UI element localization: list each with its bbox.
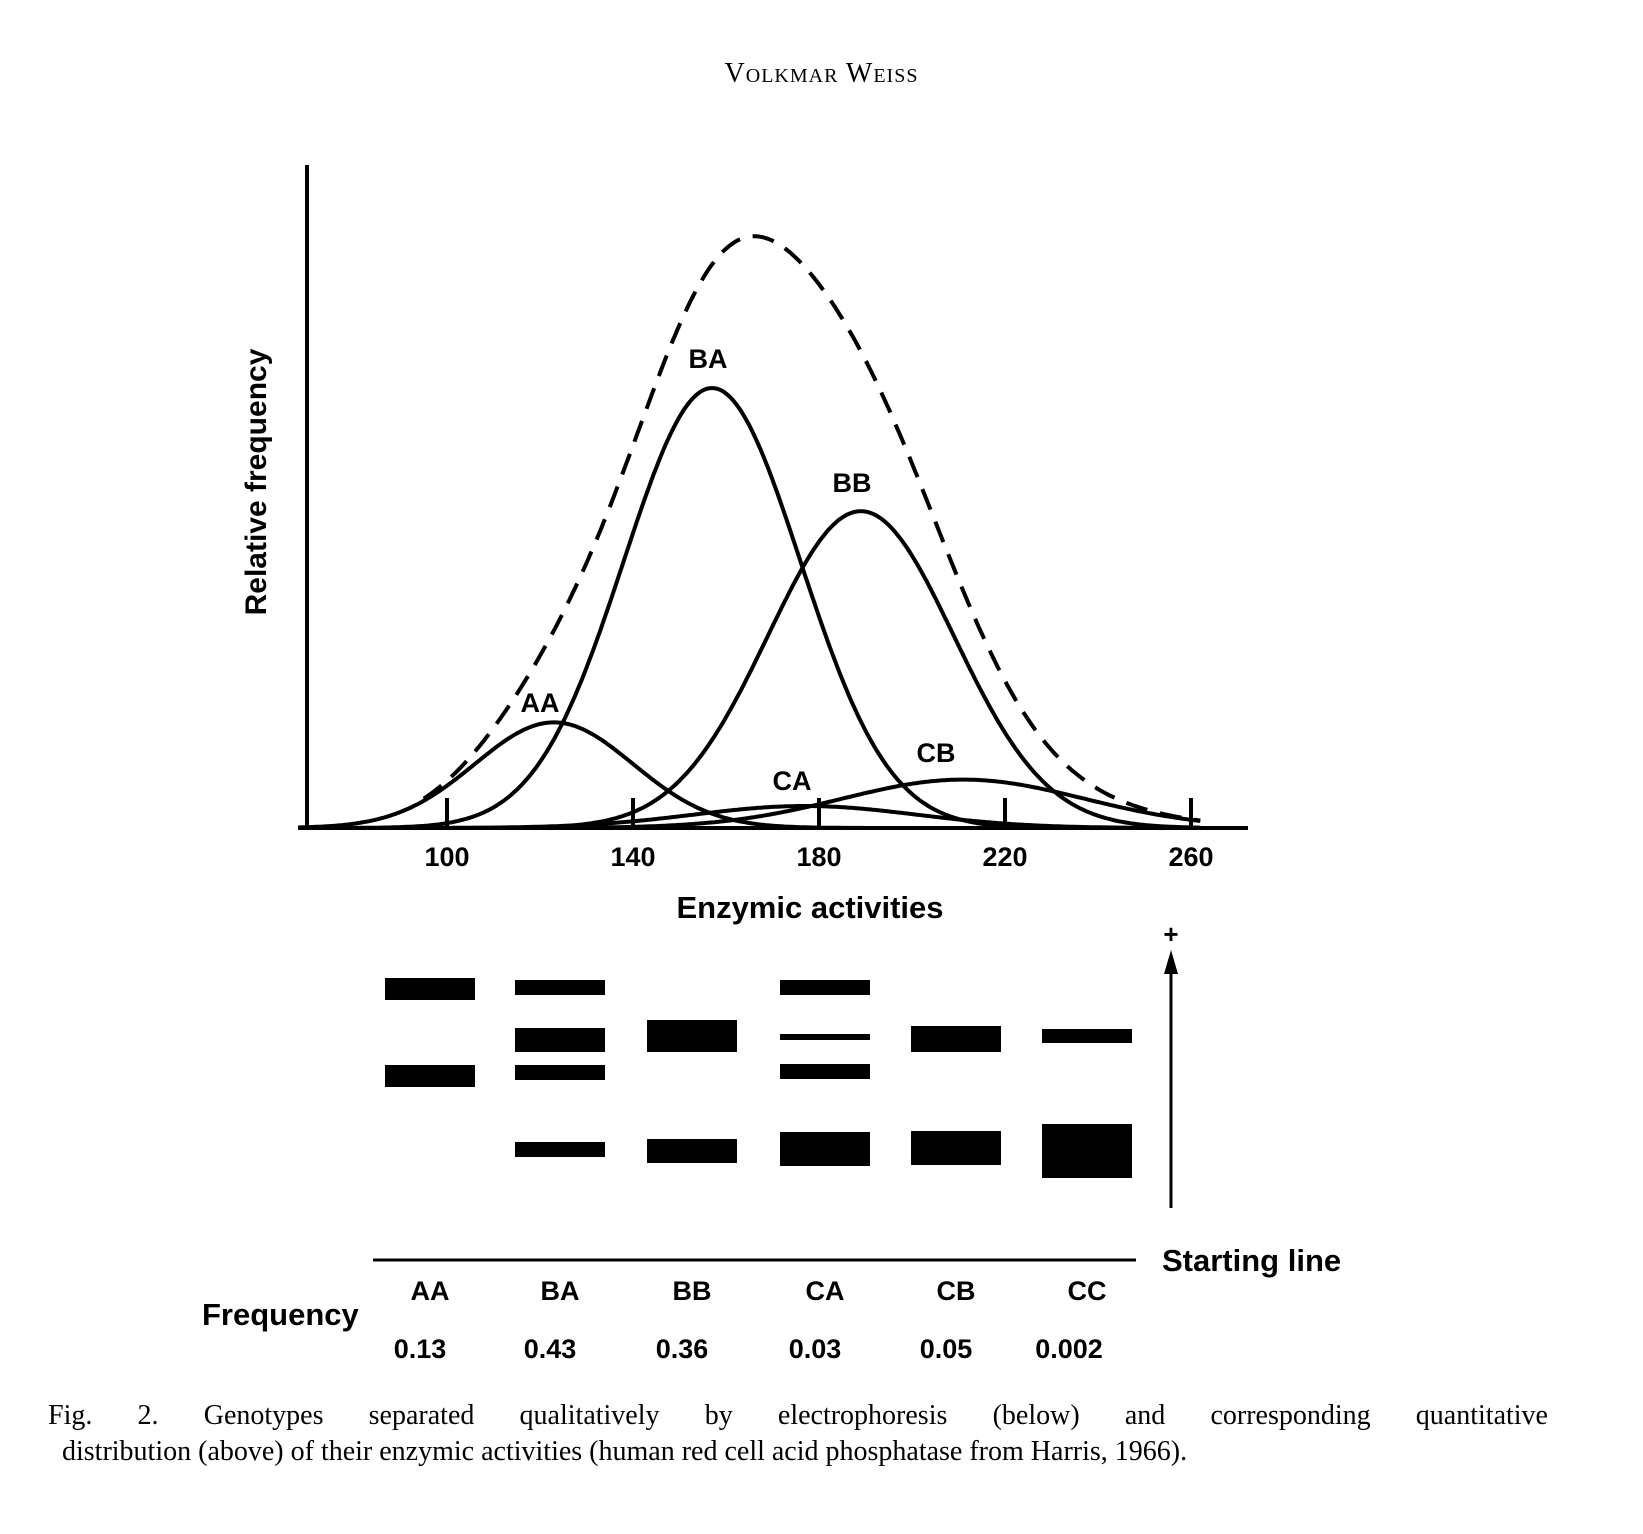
gel-bands [385,978,1132,1178]
curve-ba [298,385,1201,830]
curve-cb [298,777,1201,830]
figure-caption: Fig. 2. Genotypes separated qualitativel… [48,1398,1548,1470]
arrow-head-icon [1164,950,1178,974]
frequency-value: 0.03 [789,1334,842,1364]
caption-line-2: distribution (above) of their enzymic ac… [62,1436,1188,1467]
gel-band-ba [515,1065,605,1080]
lane-label: BB [673,1276,712,1306]
curve-labels: AA BA BB CA CB [521,344,956,796]
curve-total-dashed [422,234,1201,823]
gel-band-cb [911,1131,1001,1165]
gel-band-ca [780,1034,870,1040]
x-tick-label: 100 [424,842,469,872]
curve-aa [298,720,1201,830]
x-tick-label: 180 [796,842,841,872]
gel-band-cc [1042,1029,1132,1043]
frequency-value: 0.002 [1035,1334,1103,1364]
caption-line-1: Fig. 2. Genotypes separated qualitativel… [48,1400,1548,1431]
frequency-label: Frequency [202,1297,360,1332]
curve-label-aa: AA [521,688,560,718]
lane-label: AA [411,1276,450,1306]
running-head: Volkmar Weiss [724,58,919,89]
curve-label-ba: BA [689,344,728,374]
gel-band-ca [780,1132,870,1166]
gel-band-bb [647,1020,737,1052]
gel-band-cb [911,1026,1001,1052]
gel-band-ba [515,980,605,995]
y-axis-label: Relative frequency [240,348,273,615]
gel-band-ba [515,1028,605,1052]
frequency-value: 0.13 [394,1334,447,1364]
frequency-value: 0.05 [920,1334,973,1364]
gel-band-aa [385,1065,475,1087]
lane-label: CA [806,1276,845,1306]
frequency-value: 0.36 [656,1334,709,1364]
starting-line-label: Starting line [1162,1243,1341,1278]
lane-label: CC [1068,1276,1107,1306]
frequency-values: 0.13 0.43 0.36 0.03 0.05 0.002 [394,1334,1103,1364]
gel-band-bb [647,1139,737,1163]
x-ticks: 100 140 180 220 260 [424,798,1214,872]
frequency-value: 0.43 [524,1334,577,1364]
gel-band-ca [780,1064,870,1079]
lane-label: BA [541,1276,580,1306]
curve-label-bb: BB [833,468,872,498]
curve-label-ca: CA [773,766,812,796]
x-tick-label: 140 [610,842,655,872]
lane-labels: AA BA BB CA CB CC [411,1276,1107,1306]
curve-bb [298,509,1201,830]
x-tick-label: 260 [1168,842,1213,872]
gel-band-ca [780,980,870,995]
curve-label-cb: CB [917,738,956,768]
lane-label: CB [937,1276,976,1306]
curves [298,234,1201,830]
anode-label: + [1163,919,1178,949]
gel-band-aa [385,978,475,1000]
x-tick-label: 220 [982,842,1027,872]
gel-band-cc [1042,1124,1132,1178]
x-axis-label: Enzymic activities [676,890,943,925]
gel-band-ba [515,1142,605,1157]
